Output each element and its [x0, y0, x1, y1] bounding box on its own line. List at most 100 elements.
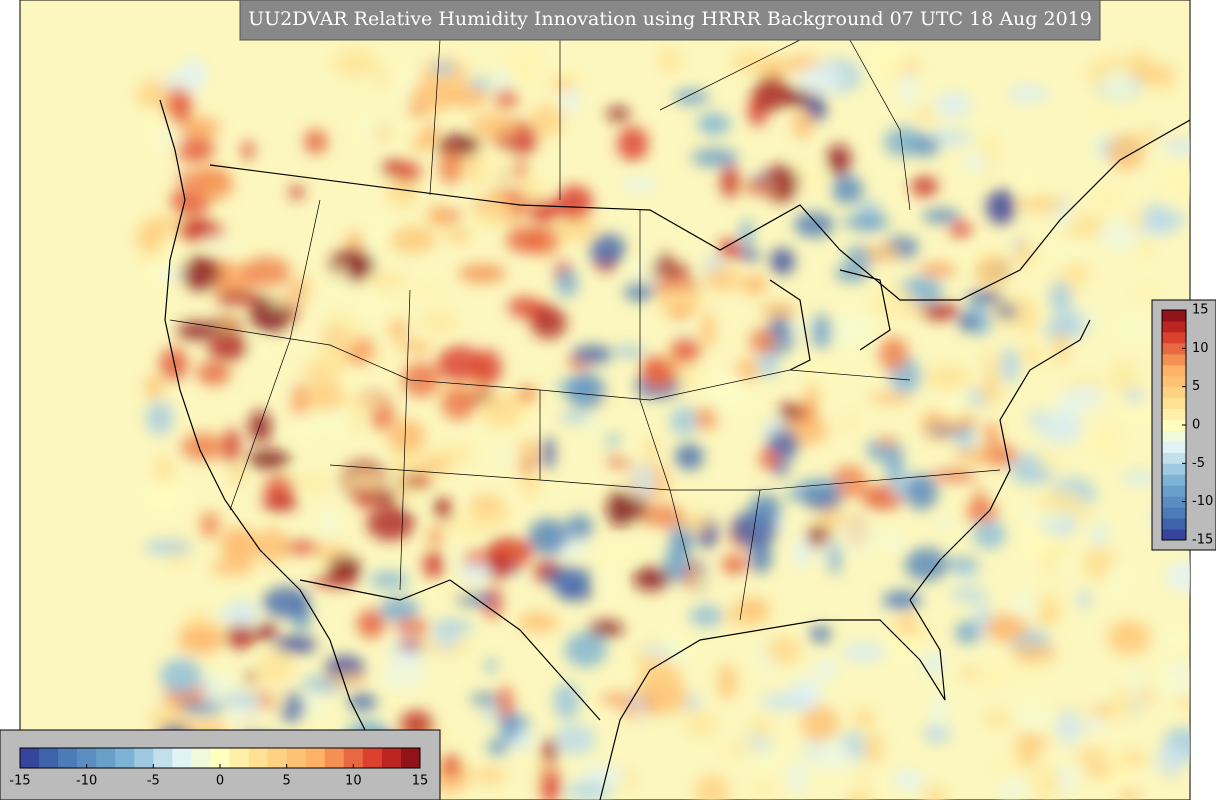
humidity-blob — [388, 226, 436, 253]
humidity-blob — [959, 666, 980, 678]
colorbar-tick-label: 5 — [1192, 379, 1200, 394]
humidity-blob — [882, 590, 922, 610]
humidity-blob — [589, 233, 626, 265]
humidity-blob — [674, 443, 704, 471]
humidity-blob — [303, 378, 347, 412]
humidity-blob — [969, 299, 986, 319]
humidity-blob — [624, 281, 654, 302]
humidity-blob — [406, 491, 427, 502]
humidity-blob — [304, 129, 328, 155]
west-coast — [159, 99, 391, 800]
humidity-blob — [855, 772, 870, 787]
humidity-blob — [704, 375, 750, 413]
humidity-blob — [845, 792, 874, 800]
humidity-blob — [656, 286, 703, 317]
colorbar-tick-label: 5 — [283, 774, 291, 789]
colorbar-segment — [191, 748, 211, 768]
humidity-blob — [1132, 286, 1161, 302]
colorbar-tick-label: 10 — [345, 774, 362, 789]
humidity-blob — [865, 731, 884, 765]
humidity-blob — [494, 89, 519, 109]
humidity-blob — [250, 340, 265, 360]
humidity-blob — [395, 161, 421, 183]
humidity-blob — [879, 336, 909, 372]
humidity-blob — [1055, 708, 1083, 745]
humidity-blob — [1014, 730, 1042, 768]
colorbar-segment — [305, 748, 326, 768]
humidity-blob — [438, 149, 464, 185]
humidity-blob — [427, 525, 443, 548]
humidity-blob — [864, 244, 901, 262]
humidity-blob — [984, 614, 1028, 643]
humidity-blob — [1091, 521, 1108, 547]
humidity-blob — [542, 737, 558, 765]
humidity-blob — [893, 770, 924, 791]
humidity-blob — [555, 268, 579, 298]
colorbar-segment — [343, 748, 364, 768]
humidity-blob — [938, 395, 966, 421]
colorbar-tick-label: 0 — [1192, 418, 1200, 433]
humidity-blob — [342, 472, 389, 491]
humidity-blob — [341, 378, 357, 396]
humidity-blob — [868, 43, 908, 80]
humidity-blob — [1045, 317, 1075, 343]
humidity-blob — [972, 520, 1006, 550]
humidity-blob — [1154, 631, 1187, 647]
humidity-blob — [884, 533, 907, 550]
humidity-blob — [1179, 694, 1190, 709]
humidity-blob — [765, 637, 802, 665]
humidity-blob — [177, 625, 224, 655]
humidity-blob — [374, 68, 387, 86]
colorbar-segment — [1162, 342, 1186, 355]
humidity-blob — [1156, 743, 1186, 777]
humidity-blob — [748, 782, 780, 796]
humidity-blob — [412, 134, 432, 153]
humidity-blob — [220, 526, 259, 564]
humidity-blob — [262, 494, 298, 512]
humidity-blob — [842, 412, 857, 430]
humidity-blob — [159, 347, 188, 381]
humidity-blob — [470, 197, 514, 227]
humidity-blob — [800, 705, 840, 743]
humidity-blob — [717, 239, 743, 260]
humidity-blob — [904, 547, 948, 582]
humidity-blob — [1119, 316, 1151, 340]
humidity-blob — [572, 345, 613, 364]
humidity-blob — [390, 318, 407, 341]
humidity-blob — [1107, 559, 1125, 597]
humidity-blob — [920, 302, 960, 321]
humidity-blob — [1097, 220, 1140, 251]
humidity-blob — [472, 767, 507, 784]
humidity-blob — [612, 345, 647, 358]
humidity-blob — [995, 305, 1019, 319]
humidity-blob — [178, 59, 207, 92]
humidity-blob — [797, 64, 842, 95]
colorbar-segment — [286, 748, 307, 768]
humidity-blob — [922, 208, 961, 224]
colorbar-segment — [1162, 397, 1186, 410]
colorbar-segment — [58, 748, 78, 768]
humidity-blob — [459, 561, 492, 583]
humidity-blob — [770, 247, 795, 275]
colorbar-segment — [1162, 320, 1186, 333]
colorbar-segment — [1162, 485, 1186, 497]
colorbar-segment — [1162, 408, 1186, 421]
humidity-blob — [954, 568, 980, 580]
colorbar-tick-label: 15 — [412, 774, 429, 789]
colorbar-segment — [1162, 419, 1186, 431]
colorbar-segment — [362, 748, 383, 768]
colorbar-segment — [210, 748, 231, 768]
colorbar-segment — [1162, 474, 1186, 486]
humidity-blob — [179, 701, 224, 715]
humidity-blob — [332, 48, 379, 78]
humidity-blob — [553, 682, 581, 720]
humidity-blob — [1010, 704, 1055, 732]
humidity-blob — [936, 517, 950, 529]
humidity-blob — [877, 436, 898, 448]
humidity-blob — [1052, 555, 1076, 572]
humidity-blob — [1077, 590, 1092, 610]
colorbar-segment — [1162, 353, 1186, 366]
humidity-blob — [691, 148, 739, 167]
humidity-blob — [894, 612, 919, 637]
humidity-blob — [797, 319, 814, 331]
